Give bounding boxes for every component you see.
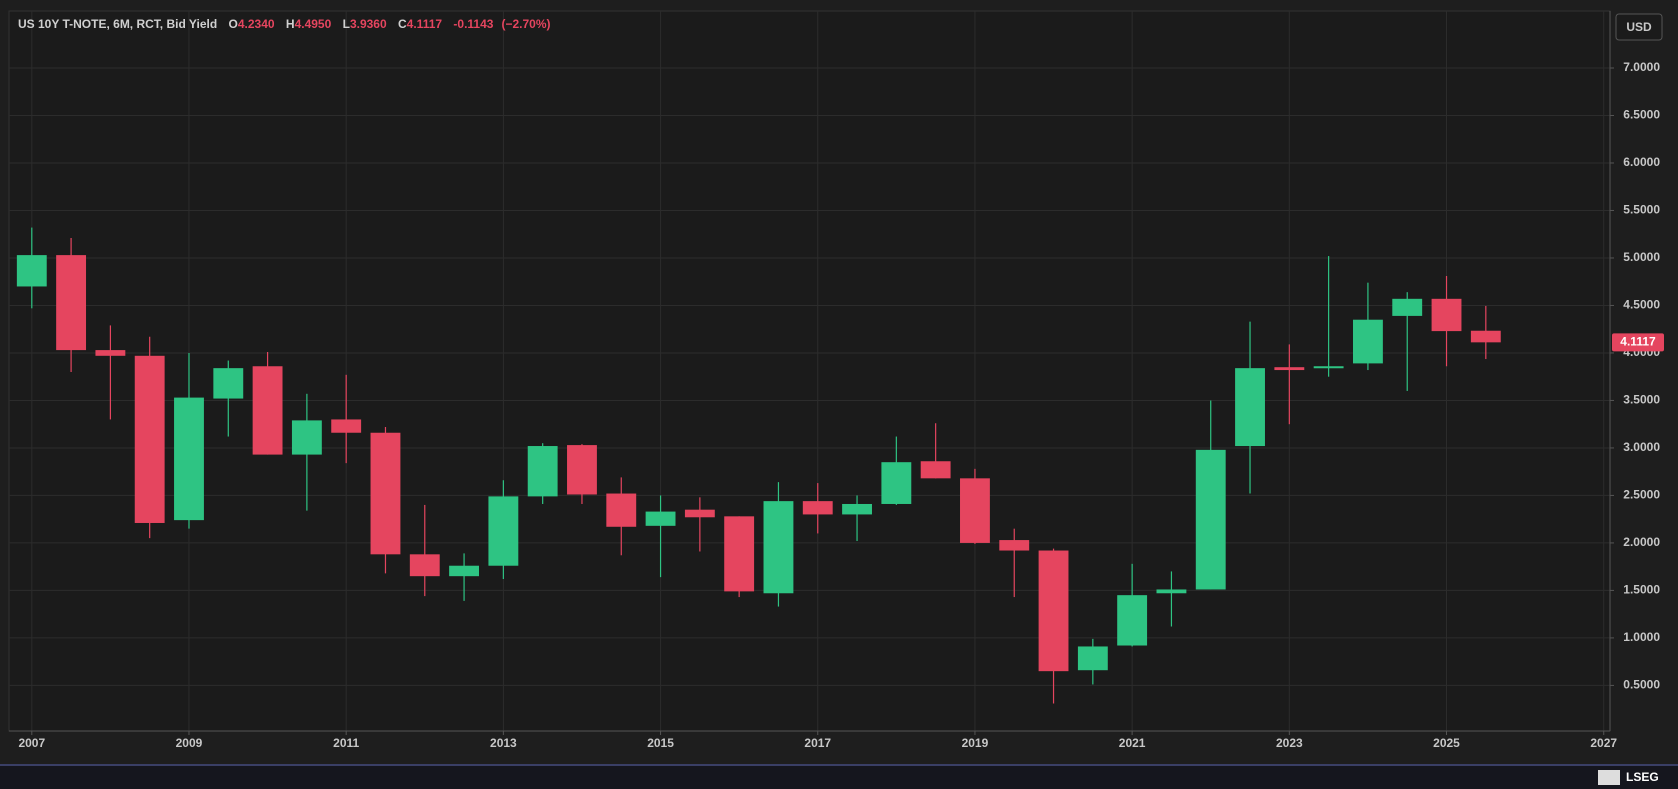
candle-body: [213, 368, 244, 399]
candle-body: [802, 501, 833, 515]
x-tick-label: 2009: [176, 736, 203, 750]
x-tick-label: 2017: [804, 736, 831, 750]
candle-body: [763, 501, 794, 594]
candle-body: [606, 493, 637, 527]
candle-body: [1156, 589, 1187, 594]
candle-body: [488, 496, 519, 566]
x-tick-label: 2025: [1433, 736, 1460, 750]
ohlc-key: C: [398, 17, 407, 31]
last-price-label: 4.1117: [1620, 335, 1656, 349]
ohlc-value: 3.9360: [349, 17, 387, 31]
change-pct: (−2.70%): [501, 17, 551, 31]
candle-body: [56, 255, 87, 351]
x-tick-label: 2013: [490, 736, 517, 750]
candle-body: [881, 462, 912, 504]
x-tick-label: 2019: [962, 736, 989, 750]
ohlc-key: L: [342, 17, 350, 31]
logo-icon: [1598, 770, 1620, 785]
x-tick-label: 2027: [1590, 736, 1617, 750]
currency-button[interactable]: [1615, 13, 1663, 41]
candle-body: [567, 445, 597, 495]
x-tick-label: 2015: [647, 736, 674, 750]
candle-body: [1117, 595, 1148, 646]
candle-body: [174, 397, 204, 521]
candle-body: [331, 419, 362, 433]
y-tick-label: 1.0000: [1623, 630, 1660, 644]
candle-body: [999, 540, 1030, 551]
ohlc-key: H: [285, 17, 295, 31]
candle-body: [449, 565, 480, 577]
candle-body: [1313, 366, 1344, 369]
last-price-marker: [1612, 333, 1664, 352]
change: -0.1143: [453, 17, 494, 31]
candle-body: [920, 461, 951, 479]
candle-body: [1235, 368, 1265, 447]
y-tick-label: 3.0000: [1623, 440, 1660, 454]
footer-bar: [0, 765, 1678, 789]
candle-body: [291, 420, 322, 455]
title: US 10Y T-NOTE, 6M, RCT, Bid Yield: [18, 17, 218, 31]
ohlc-value: 4.4950: [294, 17, 332, 31]
y-tick-label: 4.5000: [1623, 298, 1660, 312]
y-tick-label: 7.0000: [1623, 60, 1660, 74]
candle-body: [370, 432, 401, 555]
candle-body: [842, 503, 872, 515]
y-tick-label: 6.5000: [1623, 108, 1660, 122]
candle-body: [645, 511, 676, 526]
y-tick-label: 5.5000: [1623, 203, 1660, 217]
candle-body: [724, 516, 755, 592]
header: US 10Y T-NOTE, 6M, RCT, Bid Yield O4.234…: [18, 17, 558, 31]
x-tick-label: 2007: [18, 736, 45, 750]
candle-body: [1195, 449, 1226, 590]
y-tick-label: 1.5000: [1623, 583, 1660, 597]
ohlc-value: 4.2340: [237, 17, 275, 31]
candle-body: [1352, 319, 1383, 364]
candle-body: [527, 446, 558, 497]
x-tick-label: 2011: [333, 736, 359, 750]
candle-body: [16, 255, 47, 287]
y-tick-label: 5.0000: [1623, 250, 1660, 264]
candle-body: [1431, 298, 1462, 332]
candle-body: [252, 366, 283, 455]
candle-body: [134, 355, 165, 523]
candle-body: [1038, 550, 1069, 672]
ohlc-value: 4.1117: [406, 17, 443, 31]
brand: LSEG: [1626, 770, 1659, 784]
x-tick-label: 2021: [1119, 736, 1146, 750]
candle-body: [95, 350, 126, 356]
x-tick-label: 2023: [1276, 736, 1303, 750]
currency: USD: [1626, 20, 1652, 34]
candle-body: [409, 554, 440, 577]
plot-area: [8, 10, 1611, 732]
y-tick-label: 2.0000: [1623, 535, 1660, 549]
chart-layer: 0.5000 1.0000 1.5000 2.0000 2.5000 3.0000 3.50…: [9, 11, 1664, 750]
candle-body: [1077, 646, 1108, 671]
y-tick-label: 6.0000: [1623, 155, 1660, 169]
candle-body: [960, 478, 990, 543]
ohlc-key: O: [228, 17, 238, 31]
y-tick-label: 0.5000: [1623, 678, 1660, 692]
candle-body: [1392, 298, 1423, 316]
y-tick-label: 2.5000: [1623, 488, 1660, 502]
y-tick-label: 3.5000: [1623, 393, 1660, 407]
candle-body: [1470, 330, 1501, 343]
candle-body: [1274, 367, 1305, 371]
candle-body: [684, 509, 715, 518]
